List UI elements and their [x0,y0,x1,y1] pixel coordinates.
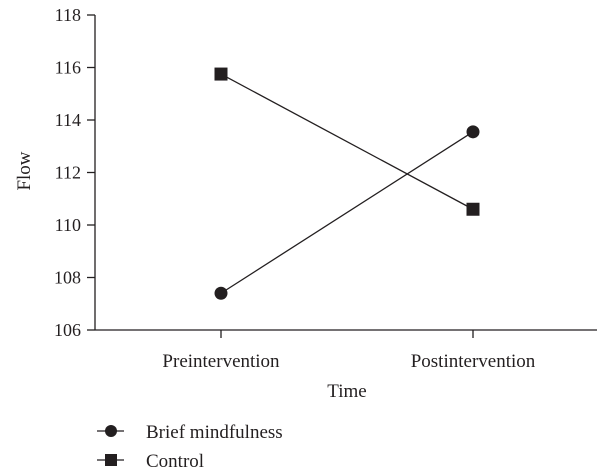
data-point-control-1 [467,203,480,216]
legend-item-control: Control [97,451,204,470]
y-tick-label-114: 114 [55,110,81,130]
legend-circle-marker-icon [105,425,117,437]
series-line-brief-mindfulness [221,132,473,293]
y-tick-label-116: 116 [55,58,81,78]
x-tick-label-preintervention: Preintervention [162,351,280,372]
y-tick-label-110: 110 [55,215,81,235]
y-tick-label-112: 112 [55,163,81,183]
data-point-control-0 [215,68,228,81]
y-axis-label: Flow [14,151,35,190]
x-tick-label-postintervention: Postintervention [411,351,536,372]
axes: 106 108 110 112 114 116 118 Preintervention Post… [54,5,597,372]
legend: Brief mindfulness Control [97,422,283,470]
y-tick-label-106: 106 [54,320,81,340]
legend-square-marker-icon [105,454,117,466]
data-point-brief-mindfulness-0 [215,287,228,300]
y-tick-label-118: 118 [55,5,81,25]
legend-label-brief-mindfulness: Brief mindfulness [146,422,283,443]
series-layer [215,68,480,300]
data-point-brief-mindfulness-1 [467,125,480,138]
series-line-control [221,74,473,209]
x-axis-label: Time [327,381,366,402]
legend-item-brief-mindfulness: Brief mindfulness [97,422,283,443]
legend-label-control: Control [146,451,204,470]
y-tick-label-108: 108 [54,268,81,288]
